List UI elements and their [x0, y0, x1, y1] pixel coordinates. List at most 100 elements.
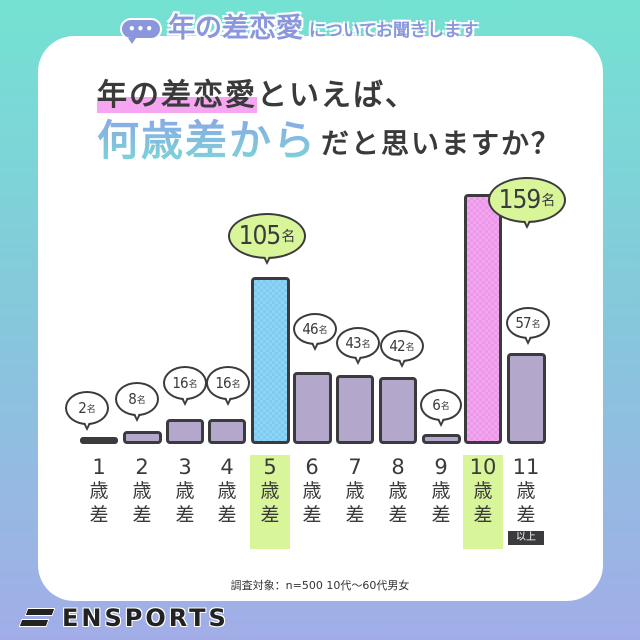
x-label-sa: 差: [388, 504, 408, 526]
value-number: 43: [345, 334, 361, 352]
x-label-number: 4: [220, 455, 234, 479]
value-unit: 名: [440, 401, 450, 412]
x-label-sai: 歳: [217, 480, 237, 502]
x-label-10: 10 歳差: [463, 455, 503, 549]
x-label-sai: 歳: [89, 480, 109, 502]
value-number: 57: [515, 314, 531, 332]
survey-footnote: 調査対象：n=500 10代～60代男女: [230, 579, 410, 592]
x-label-number: 2: [135, 455, 149, 479]
value-number: 105: [238, 221, 282, 251]
x-label-sa: 差: [89, 504, 109, 526]
x-label-sa: 差: [473, 504, 493, 526]
bar-6: [293, 372, 332, 444]
bar-11: [507, 353, 546, 444]
value-number: 42: [389, 337, 405, 355]
chat-bubble-icon: •••: [120, 18, 162, 44]
x-label-sai: 歳: [260, 480, 280, 502]
question-emphasis: 何歳差から: [97, 116, 318, 165]
question-line-2: 何歳差から だと思いますか？: [97, 116, 561, 166]
value-unit: 名: [318, 325, 328, 336]
x-label-sai: 歳: [132, 480, 152, 502]
x-label-sai: 歳: [388, 480, 408, 502]
x-label-sa: 差: [516, 504, 536, 526]
header-banner: ••• 年の差恋愛 についてお聞きします: [120, 10, 478, 46]
value-number: 6: [432, 396, 441, 414]
x-label-sa: 差: [132, 504, 152, 526]
value-number: 8: [128, 390, 137, 408]
value-bubble-10: 159 名: [488, 177, 566, 229]
x-label-number: 11: [512, 455, 540, 479]
x-label-11-suffix-badge: 以上: [508, 531, 544, 545]
bar-2: [123, 431, 162, 444]
value-unit: 名: [231, 379, 241, 390]
x-label-sai: 歳: [345, 480, 365, 502]
x-label-number: 7: [348, 455, 362, 479]
value-unit: 名: [136, 395, 146, 406]
chat-dots: •••: [127, 22, 154, 36]
brand-name: ENSPORTS: [62, 604, 229, 632]
x-label-11: 11 歳差: [506, 455, 546, 527]
x-label-sa: 差: [175, 504, 195, 526]
question-highlight: 年の差恋愛: [97, 78, 257, 113]
value-unit: 名: [531, 319, 541, 330]
value-number: 46: [302, 320, 318, 338]
x-label-sai: 歳: [431, 480, 451, 502]
x-label-sai: 歳: [175, 480, 195, 502]
header-topic: 年の差恋愛: [168, 13, 303, 44]
bar-5: [251, 277, 290, 444]
value-number: 16: [172, 374, 188, 392]
value-bubble-3: 16 名: [163, 366, 207, 406]
x-label-number: 1: [92, 455, 106, 479]
value-unit: 名: [281, 229, 296, 245]
value-unit: 名: [541, 193, 556, 209]
x-label-sai: 歳: [516, 480, 536, 502]
x-label-number: 6: [305, 455, 319, 479]
x-label-sai: 歳: [302, 480, 322, 502]
bar-3: [166, 419, 204, 444]
x-label-sa: 差: [345, 504, 365, 526]
value-number: 159: [498, 185, 542, 215]
value-bubble-8: 42 名: [380, 330, 424, 368]
x-label-sa: 差: [431, 504, 451, 526]
x-label-number: 5: [263, 455, 277, 479]
value-bubble-7: 43 名: [336, 327, 380, 365]
value-bubble-11: 57 名: [506, 307, 550, 345]
header-subtitle: についてお聞きします: [309, 21, 478, 41]
x-label-sa: 差: [217, 504, 237, 526]
x-label-sa: 差: [260, 504, 280, 526]
x-label-number: 9: [434, 455, 448, 479]
bar-10: [464, 194, 502, 444]
value-unit: 名: [86, 404, 96, 415]
bar-7: [336, 375, 374, 444]
value-bubble-5: 105 名: [228, 213, 306, 265]
value-number: 16: [215, 374, 231, 392]
x-label-sa: 差: [302, 504, 322, 526]
value-unit: 名: [361, 339, 371, 350]
value-unit: 名: [405, 342, 415, 353]
question-line-1-rest: といえば、: [257, 78, 417, 113]
x-label-number: 10: [469, 455, 497, 479]
brand-logo: ENSPORTS: [18, 604, 229, 632]
value-number: 2: [78, 399, 87, 417]
bar-4: [208, 419, 246, 444]
question-line-2-rest: だと思いますか？: [321, 127, 562, 160]
value-unit: 名: [188, 379, 198, 390]
x-label-number: 3: [178, 455, 192, 479]
bar-9: [422, 434, 461, 444]
x-label-sai: 歳: [473, 480, 493, 502]
bar-8: [379, 377, 417, 444]
value-bubble-4: 16 名: [206, 366, 250, 406]
